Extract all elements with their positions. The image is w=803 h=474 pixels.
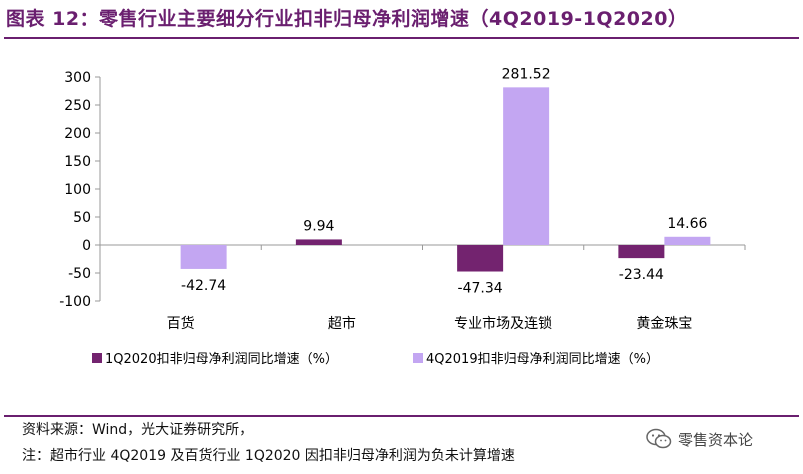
- x-tick-label: 百货: [167, 315, 195, 332]
- legend-label-series-2: 4Q2019扣非归母净利润同比增速（%）: [426, 352, 659, 367]
- y-tick-label: 150: [64, 154, 91, 170]
- footnote-text: 注：超市行业 4Q2019 及百货行业 1Q2020 因扣非归母净利润为负未计算…: [22, 448, 515, 464]
- y-tick-label: 250: [64, 98, 91, 114]
- legend-swatch-series-2: [413, 353, 423, 363]
- value-labels-group: 9.94 -47.34 -23.44 -42.74 281.52 14.66: [181, 66, 707, 296]
- y-tick-label: 50: [73, 210, 91, 226]
- source-divider: [4, 415, 799, 417]
- y-tick-label: -100: [59, 294, 91, 310]
- legend-label-series-1: 1Q2020扣非归母净利润同比增速（%）: [105, 352, 338, 367]
- watermark: 零售资本论: [646, 426, 753, 452]
- bar-series-1-3: [457, 245, 504, 272]
- wechat-icon: [646, 428, 672, 449]
- y-tick-label: 0: [82, 238, 91, 254]
- value-label-series-1-3: -47.34: [458, 281, 503, 297]
- value-label-series-2-4: 14.66: [667, 216, 707, 232]
- bar-series-1-2: [295, 239, 342, 245]
- y-tick-label: 100: [64, 182, 91, 198]
- x-tick-label: 超市: [328, 315, 356, 332]
- bar-series-2-3: [503, 87, 550, 245]
- legend: 1Q2020扣非归母净利润同比增速（%） 4Q2019扣非归母净利润同比增速（%…: [92, 352, 659, 367]
- y-tick-label: 300: [64, 70, 91, 86]
- bar-series-1-4: [618, 245, 665, 259]
- title-divider: [4, 37, 799, 39]
- bar-series-2-4: [664, 236, 711, 245]
- y-tick-label: 200: [64, 126, 91, 142]
- x-tick-label: 黄金珠宝: [636, 315, 692, 332]
- bar-series-2-1: [180, 245, 227, 269]
- legend-swatch-series-1: [92, 353, 102, 363]
- value-label-series-1-2: 9.94: [303, 218, 334, 234]
- y-tick-label: -50: [68, 266, 91, 282]
- y-axis: -100 -50 0 50 100 150 200 250 300: [59, 70, 101, 310]
- figure-title: 图表 12：零售行业主要细分行业扣非归母净利润增速（4Q2019-1Q2020）: [6, 8, 688, 30]
- value-label-series-1-4: -23.44: [619, 267, 664, 283]
- x-tick-label: 专业市场及连锁: [454, 315, 552, 332]
- watermark-text: 零售资本论: [678, 430, 754, 449]
- value-label-series-2-3: 281.52: [502, 66, 551, 82]
- bar-chart: -100 -50 0 50 100 150 200 250 300 百货 超市 专业市场及连锁 黄金珠…: [59, 66, 746, 367]
- value-label-series-2-1: -42.74: [181, 278, 226, 294]
- source-text: 资料来源：Wind，光大证券研究所，: [22, 422, 254, 438]
- bars-group: [180, 87, 711, 272]
